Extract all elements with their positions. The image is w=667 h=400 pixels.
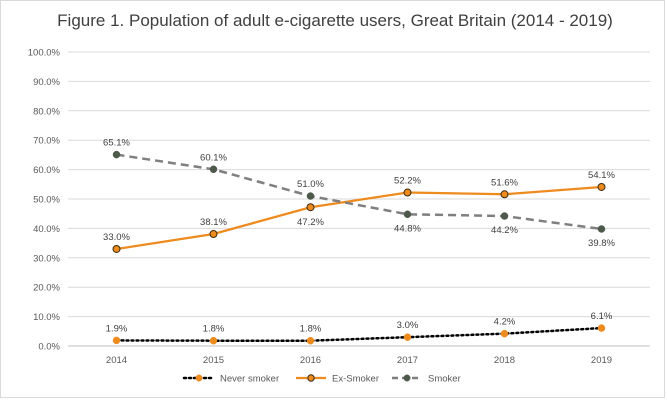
series-line-never-smoker — [115, 326, 603, 342]
data-point — [306, 336, 315, 345]
data-point — [306, 192, 315, 200]
chart-title: Figure 1. Population of adult e-cigarett… — [57, 11, 613, 30]
x-tick-label: 2015 — [203, 355, 224, 366]
gridlines — [68, 51, 650, 347]
series-line-smoker — [116, 153, 602, 231]
data-point — [597, 225, 606, 233]
y-tick-label: 50.0% — [33, 195, 60, 206]
data-point — [403, 210, 412, 219]
y-tick-label: 60.0% — [33, 165, 60, 176]
data-label: 33.0% — [103, 232, 130, 243]
x-tick-label: 2017 — [397, 355, 418, 366]
data-point — [112, 336, 121, 345]
x-tick-label: 2014 — [106, 355, 127, 366]
legend-marker — [195, 374, 203, 382]
data-label: 1.8% — [203, 324, 225, 335]
data-point — [403, 333, 412, 341]
legend: Never smoker Ex-Smoker Smoker — [182, 374, 461, 385]
data-point — [597, 182, 606, 191]
y-tick-label: 70.0% — [33, 136, 60, 147]
data-label: 51.0% — [297, 179, 324, 190]
data-point — [500, 212, 509, 220]
legend-label: Never smoker — [220, 374, 279, 385]
data-label: 1.8% — [300, 324, 322, 335]
data-point — [500, 190, 509, 199]
data-label: 60.1% — [200, 152, 227, 163]
y-tick-label: 80.0% — [33, 106, 60, 117]
data-point — [597, 324, 606, 332]
legend-item: Ex-Smoker — [296, 374, 379, 385]
data-label: 6.1% — [591, 311, 613, 322]
data-point — [209, 229, 218, 238]
series-lines — [115, 153, 603, 342]
x-tick-label: 2018 — [494, 355, 515, 366]
data-label: 65.1% — [103, 138, 130, 149]
data-label: 47.2% — [297, 217, 324, 228]
data-point — [306, 203, 315, 212]
series-line-ex-smoker — [116, 185, 602, 251]
y-tick-label: 40.0% — [33, 224, 60, 235]
legend-label: Ex-Smoker — [332, 374, 379, 385]
data-point — [209, 336, 218, 345]
data-label: 1.9% — [106, 323, 128, 334]
y-tick-label: 10.0% — [33, 312, 60, 323]
data-label: 54.1% — [588, 170, 615, 181]
y-tick-label: 100.0% — [28, 48, 61, 59]
data-label: 44.8% — [394, 223, 421, 234]
data-label: 51.6% — [491, 177, 518, 188]
data-point — [403, 188, 412, 197]
x-tick-label: 2019 — [591, 355, 612, 366]
data-label: 39.8% — [588, 238, 615, 249]
legend-label: Smoker — [428, 374, 461, 385]
y-tick-label: 90.0% — [33, 77, 60, 88]
y-tick-label: 20.0% — [33, 283, 60, 294]
data-point — [112, 244, 121, 253]
y-tick-label: 30.0% — [33, 253, 60, 264]
x-axis-tick-labels: 2014 2015 2016 2017 2018 2019 — [106, 355, 612, 366]
y-tick-label: 0.0% — [38, 342, 60, 353]
data-label: 3.0% — [397, 320, 419, 331]
legend-marker — [403, 374, 411, 382]
data-label: 44.2% — [491, 225, 518, 236]
legend-item: Smoker — [392, 374, 461, 385]
data-point — [500, 329, 509, 338]
legend-item: Never smoker — [182, 374, 279, 385]
data-point — [209, 165, 218, 174]
legend-marker — [307, 374, 315, 382]
x-tick-label: 2016 — [300, 355, 321, 366]
data-label: 52.2% — [394, 176, 421, 187]
data-label: 38.1% — [200, 217, 227, 228]
y-axis-tick-labels: 0.0% 10.0% 20.0% 30.0% 40.0% 50.0% 60.0% 70.0% 8… — [28, 48, 61, 353]
data-label: 4.2% — [494, 317, 516, 328]
data-labels: 1.9% 1.8% 1.8% 3.0% 4.2% 6.1% 33.0% 38.1% 47.2% 5… — [103, 138, 615, 335]
series-markers — [112, 150, 606, 345]
data-point — [112, 150, 121, 159]
